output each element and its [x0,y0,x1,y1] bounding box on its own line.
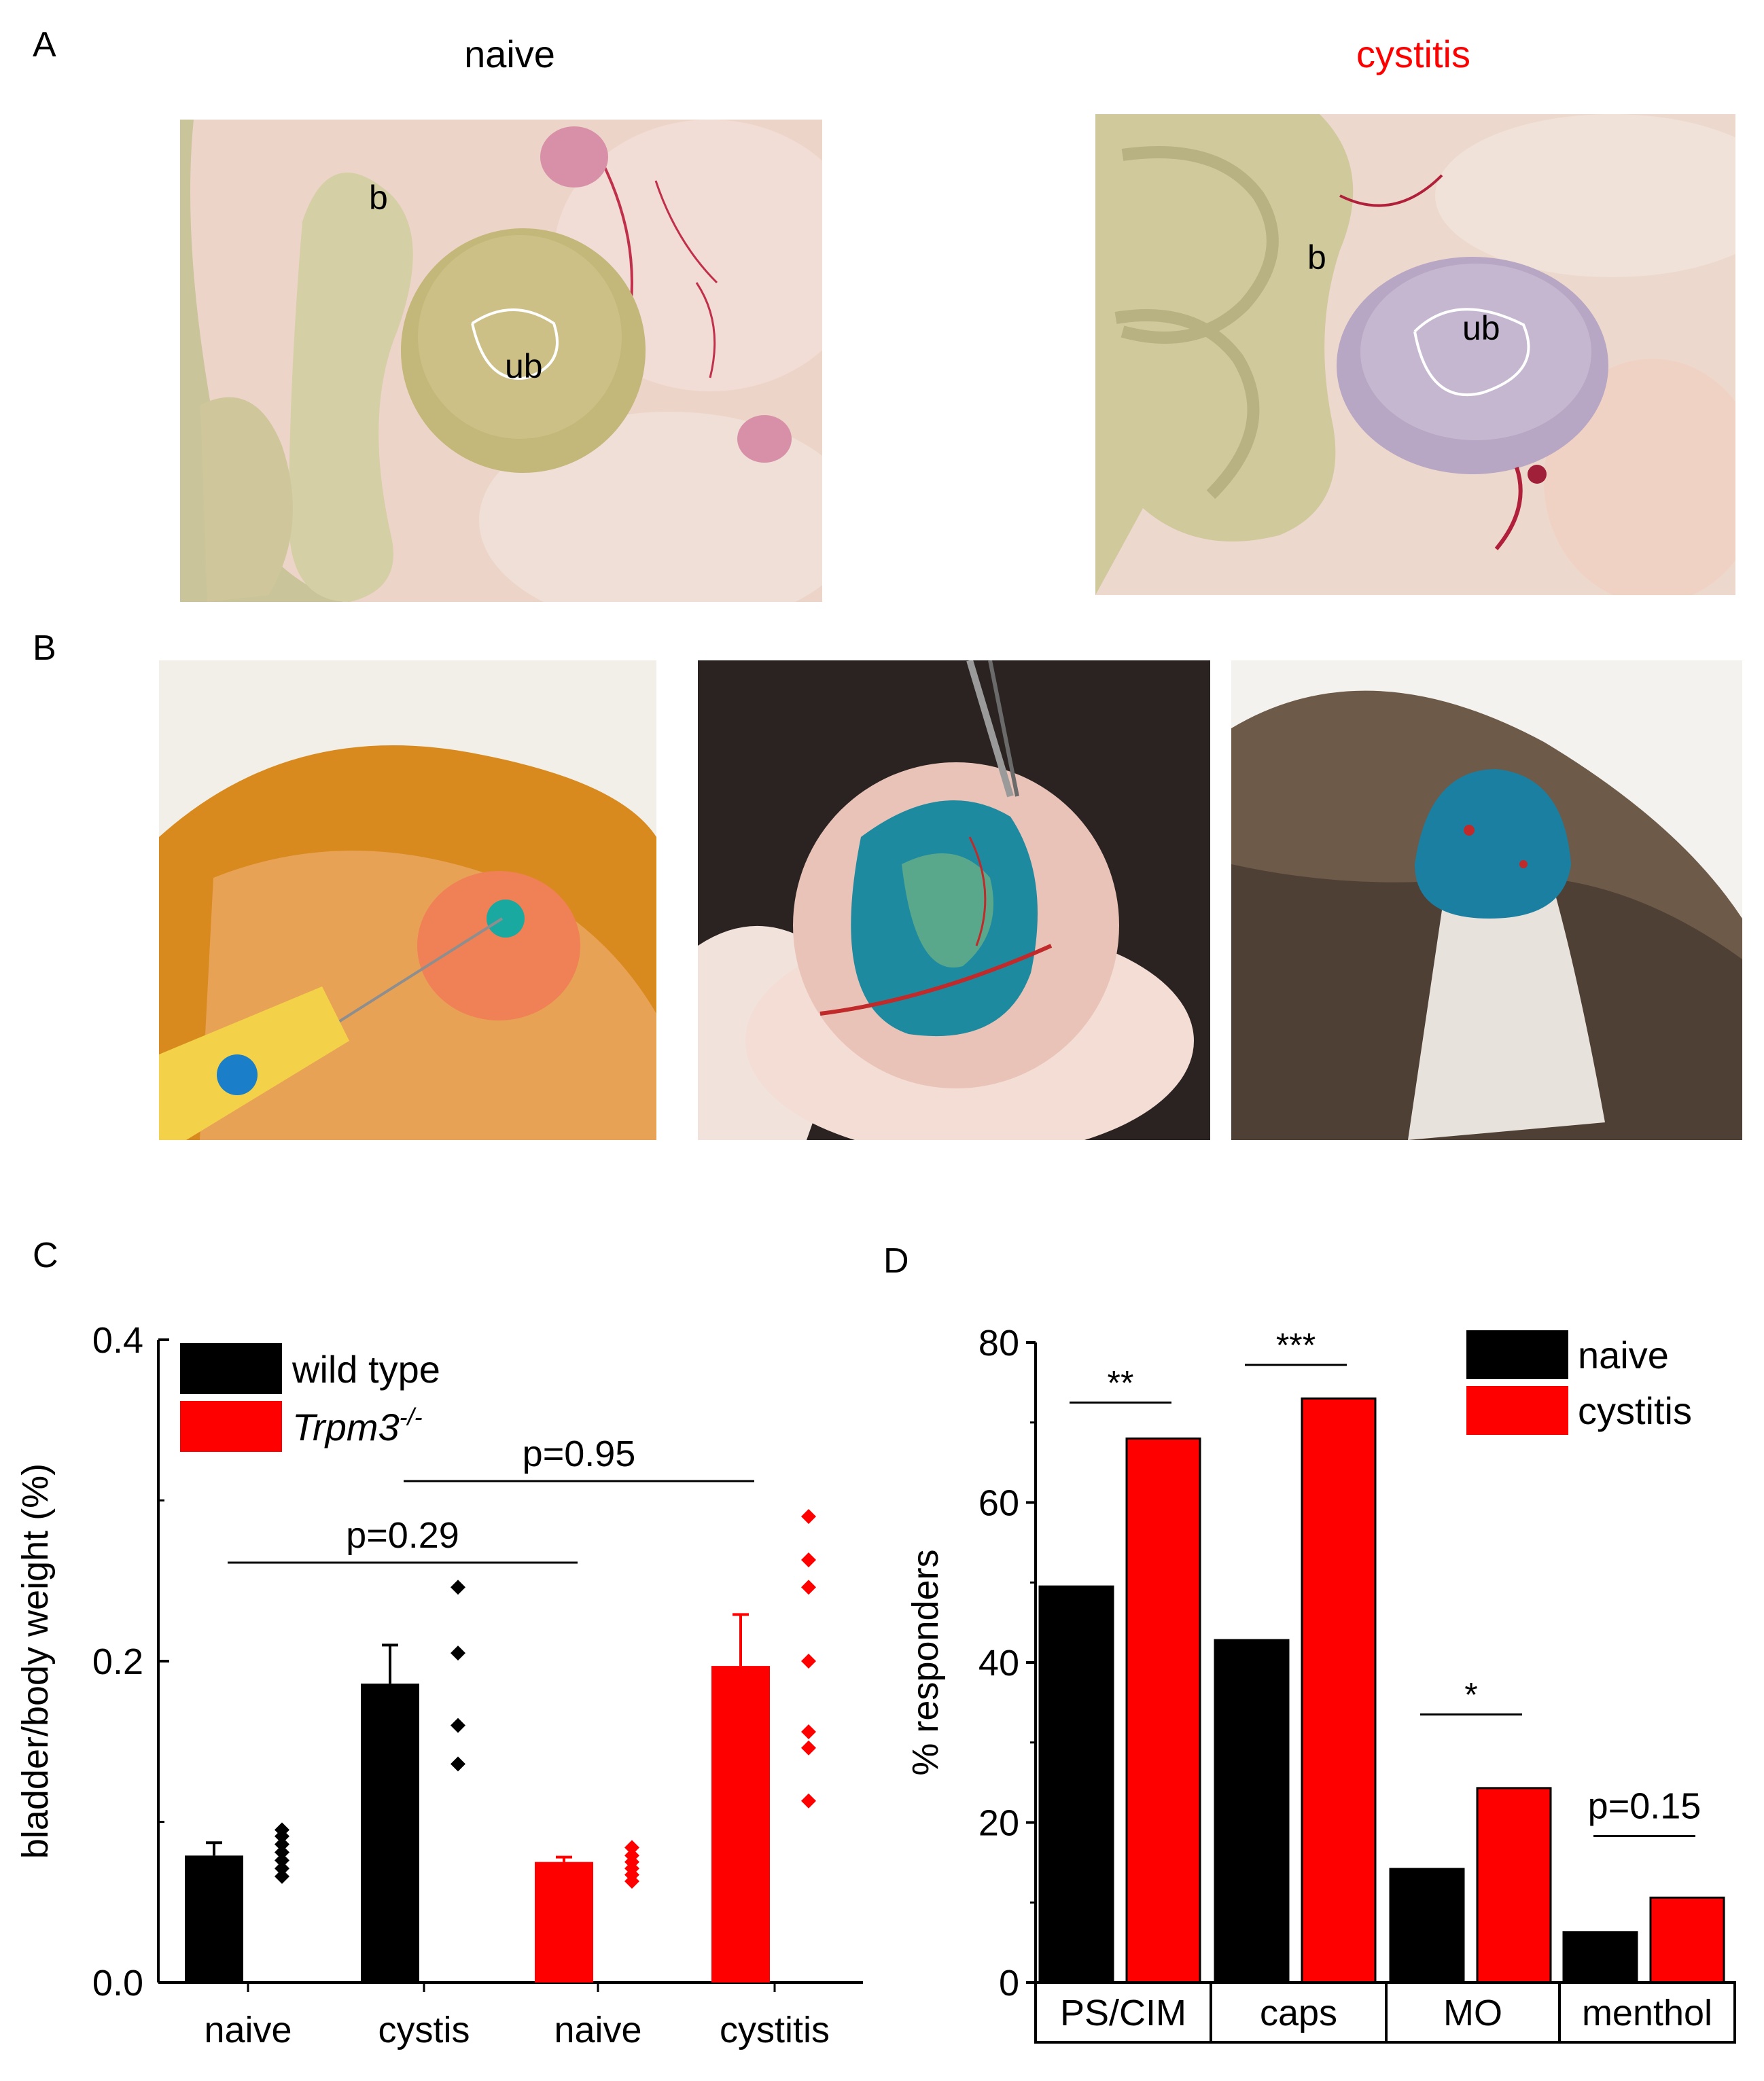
bar-cystitis [1301,1397,1377,1984]
data-point [801,1740,816,1756]
data-point [451,1718,465,1733]
cystitis-bladder-label: ub [1462,309,1500,347]
chart-c: 0.0 0.2 0.4 bladder/body weight (%) naive cys… [15,1320,863,2050]
x-tick-label: cystis [378,2010,470,2050]
data-point [801,1793,816,1809]
bar [361,1684,419,1982]
panel-c-letter: C [33,1236,58,1275]
data-point [275,1853,289,1868]
y-tick-label: 0.2 [92,1641,143,1682]
cystitis-bowel-label: b [1307,238,1326,277]
bar-naive [1389,1868,1465,1984]
x-tick-label: menthol [1582,1993,1712,2033]
x-tick-label: naive [554,2010,641,2050]
exposed-bladder-photo [1231,660,1742,1140]
y-tick-label: 20 [978,1803,1019,1844]
panel-a-letter: A [33,25,56,65]
significance-label: *** [1276,1326,1316,1364]
x-tick-label: naive [204,2010,292,2050]
bar [185,1855,243,1982]
bar-cystitis [1125,1437,1201,1984]
bar-cystitis [1649,1896,1725,1984]
x-tick-label: caps [1260,1993,1337,2033]
data-point [451,1646,465,1661]
naive-bowel-label: b [369,179,388,217]
significance-label: ** [1108,1364,1134,1402]
data-point [801,1552,816,1568]
data-point [275,1836,289,1852]
y-tick-label: 60 [978,1483,1019,1524]
x-tick-label: PS/CIM [1060,1993,1186,2033]
x-tick-label: cystitis [720,2010,830,2050]
y-tick-label: 0.4 [92,1320,143,1361]
y-tick-label: 80 [978,1323,1019,1364]
bar-naive [1038,1585,1114,1984]
bar [535,1862,593,1982]
chart-d: 0 20 40 60 80 % responders PS/CIM caps MO menthol… [905,1323,1736,2044]
data-point [275,1822,289,1838]
y-tick-label: 0 [999,1963,1019,2004]
p-value-label: p=0.95 [523,1434,636,1474]
data-point [624,1848,639,1864]
data-point [275,1861,289,1877]
data-point [801,1724,816,1740]
panel-d-letter: D [883,1241,909,1281]
x-tick-label: MO [1443,1993,1502,2033]
legend-swatch [180,1343,282,1394]
legend-swatch [180,1401,282,1452]
blue-bladder-closeup-photo [698,660,1210,1140]
y-tick-label: 40 [978,1643,1019,1684]
legend-label: wild type [292,1348,440,1391]
legend-swatch [1466,1330,1568,1379]
bar-naive [1562,1931,1638,1984]
bladder-injection-photo [159,660,656,1140]
data-point [801,1580,816,1595]
y-axis-title: % responders [905,1549,946,1775]
panel-a-cystitis-label: cystitis [1356,33,1470,75]
naive-bladder-photo: b ub [180,120,822,602]
bar [711,1666,770,1982]
naive-bladder-label: ub [505,347,543,385]
data-point [451,1580,465,1595]
legend-label: cystitis [1578,1389,1692,1432]
data-point [275,1845,289,1860]
panel-b-letter: B [33,628,56,668]
bar-naive [1214,1639,1290,1984]
data-point [451,1756,465,1772]
significance-label: * [1464,1676,1477,1714]
data-point [801,1654,816,1669]
bar-cystitis [1476,1787,1552,1984]
y-axis-title: bladder/body weight (%) [15,1463,56,1859]
cystitis-bladder-photo: b ub [1095,114,1735,595]
legend-swatch [1466,1386,1568,1435]
category-box [1558,1981,1736,2044]
p-value-label: p=0.29 [346,1515,459,1556]
data-point [275,1868,289,1884]
y-tick-label: 0.0 [92,1963,143,2004]
panel-a-naive-label: naive [464,33,555,75]
data-point [801,1509,816,1525]
legend-label: naive [1578,1334,1669,1376]
data-point [624,1840,639,1855]
legend-label: Trpm3-/- [292,1403,423,1448]
significance-label: p=0.15 [1588,1786,1701,1827]
